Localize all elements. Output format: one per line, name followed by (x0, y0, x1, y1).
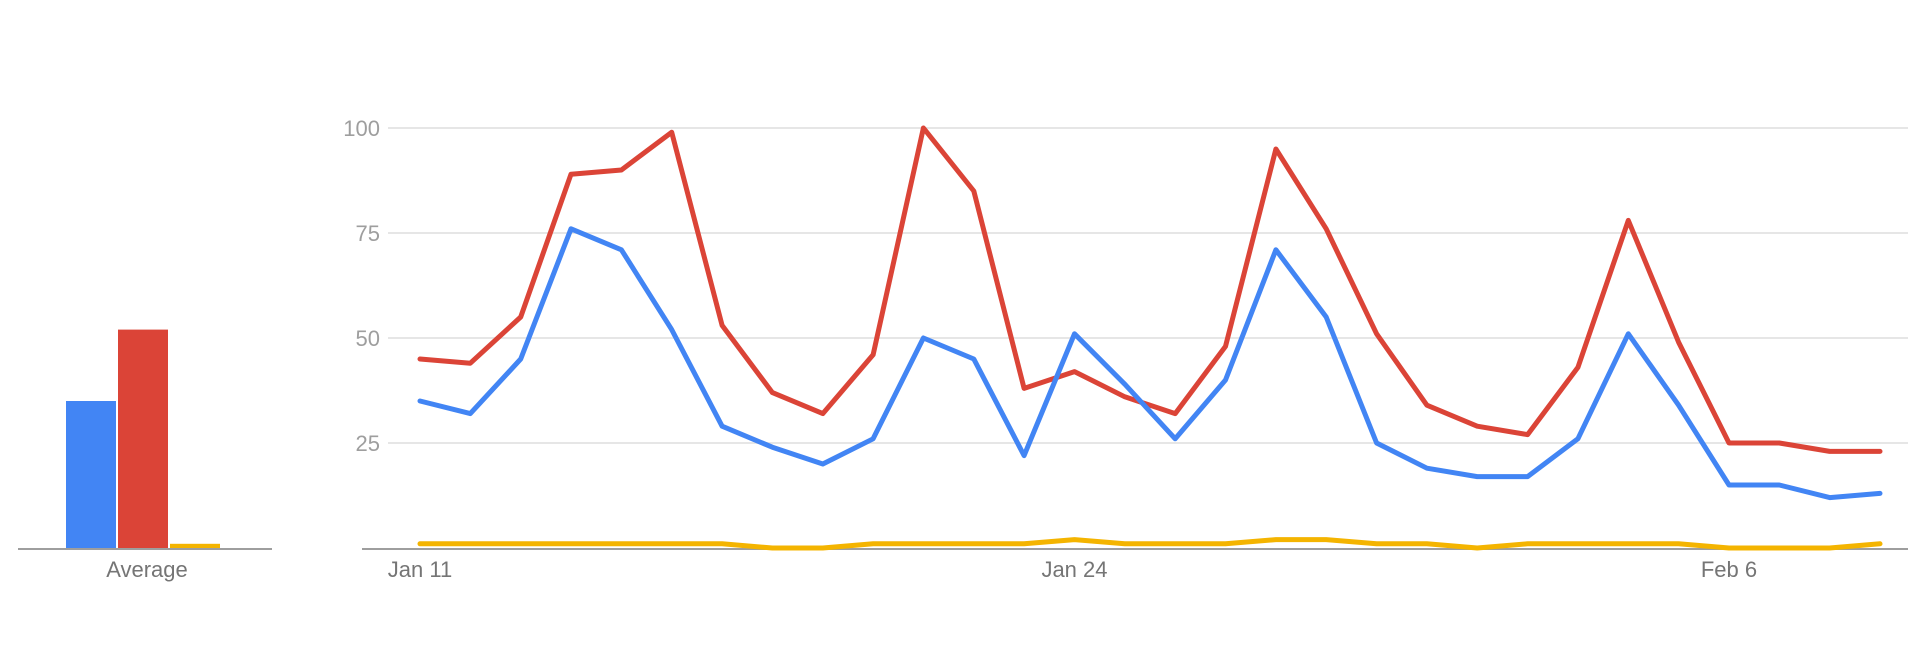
average-category-label: Average (106, 557, 188, 582)
average-bar-1 (66, 401, 116, 548)
x-tick-label: Feb 6 (1701, 557, 1757, 582)
series-line-2 (417, 125, 1883, 454)
y-tick-label: 25 (356, 431, 380, 456)
x-tick-label: Jan 11 (388, 557, 452, 582)
y-tick-label: 75 (356, 221, 380, 246)
series-line-1 (417, 226, 1883, 501)
y-tick-label: 100 (343, 116, 380, 141)
series-line-3 (417, 537, 1883, 551)
y-tick-label: 50 (356, 326, 380, 351)
x-tick-label: Jan 24 (1041, 557, 1107, 582)
average-bar-3 (170, 543, 220, 548)
average-bar-2 (118, 329, 168, 548)
gridlines (388, 127, 1908, 444)
